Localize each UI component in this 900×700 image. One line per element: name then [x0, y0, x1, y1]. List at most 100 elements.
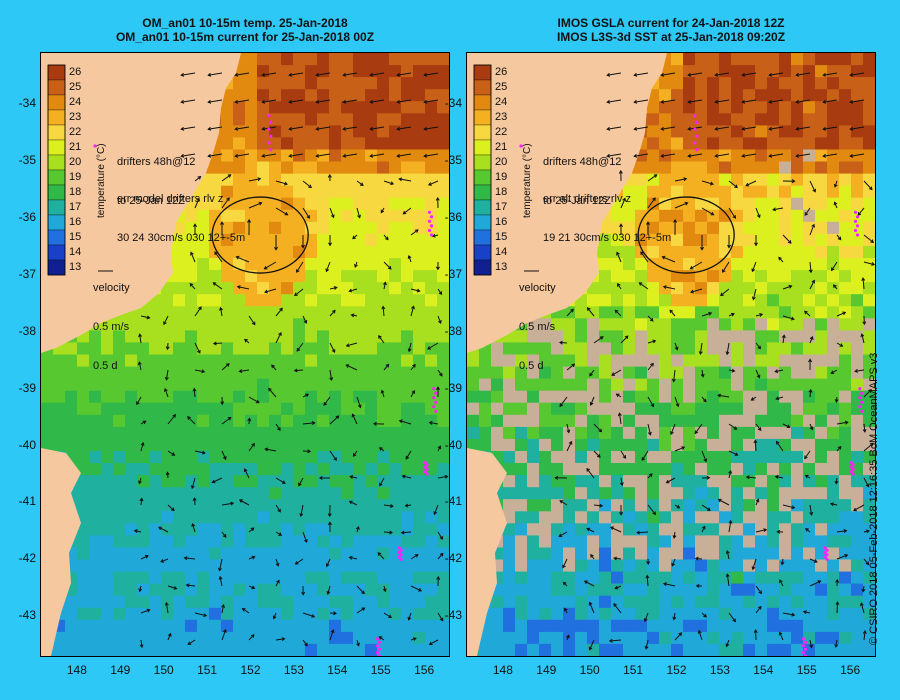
current-arrow	[329, 415, 340, 425]
colorbar-swatch	[47, 139, 66, 156]
current-arrow	[402, 475, 412, 479]
right-y-tick: -41	[444, 494, 462, 509]
drifter-point	[803, 647, 807, 651]
drifter-point	[693, 141, 697, 145]
current-arrow	[208, 72, 223, 76]
drifter-point	[823, 550, 827, 555]
current-arrow	[769, 72, 784, 76]
current-arrow	[302, 639, 308, 646]
current-arrow	[862, 278, 865, 290]
current-arrow	[208, 153, 223, 157]
colorbar-tick: 16	[69, 216, 82, 228]
current-arrow	[302, 612, 315, 618]
current-arrow	[167, 342, 169, 350]
current-arrow	[377, 552, 385, 560]
current-arrow	[850, 153, 865, 157]
colorbar-swatch	[47, 154, 66, 171]
current-arrow	[289, 72, 304, 76]
colorbar-swatch	[473, 139, 492, 156]
current-arrow	[752, 288, 757, 300]
colorbar-swatch	[47, 109, 66, 126]
current-arrow	[587, 307, 595, 317]
current-arrow	[674, 446, 685, 452]
current-arrow	[219, 558, 223, 571]
drifter-point	[853, 210, 858, 214]
current-arrow	[349, 500, 358, 506]
current-arrow	[356, 607, 365, 614]
current-arrow	[181, 126, 196, 130]
current-arrow	[316, 72, 331, 76]
current-arrow	[383, 364, 389, 371]
drifter-point	[267, 114, 271, 118]
current-arrow	[701, 504, 711, 511]
current-arrow	[289, 153, 304, 157]
current-arrow	[275, 180, 288, 185]
current-arrow	[755, 313, 763, 317]
right-err-line1: err alt drifters rlv z	[543, 193, 632, 205]
current-arrow	[275, 423, 281, 431]
current-arrow	[349, 288, 358, 292]
current-arrow	[275, 332, 282, 344]
current-arrow	[221, 174, 231, 182]
drifter-point	[853, 228, 858, 233]
current-arrow	[823, 99, 838, 103]
colorbar-swatch	[47, 244, 66, 261]
colorbar-swatch	[473, 109, 492, 126]
current-arrow	[275, 638, 285, 641]
current-arrow	[853, 504, 865, 511]
current-arrow	[863, 443, 874, 452]
current-arrow	[755, 585, 762, 594]
current-arrow	[194, 342, 201, 354]
current-arrow	[329, 450, 337, 461]
drifter-point	[429, 215, 434, 219]
current-arrow	[754, 440, 757, 452]
colorbar-swatch	[47, 184, 66, 201]
drifter-point	[823, 555, 827, 559]
current-arrow	[742, 99, 757, 103]
current-arrow	[755, 499, 759, 506]
colorbar-swatch	[473, 259, 492, 276]
drifter-point	[801, 644, 805, 648]
current-arrow	[191, 477, 196, 489]
right-y-tick: -40	[444, 437, 462, 452]
current-arrow	[782, 285, 792, 290]
current-arrow	[755, 529, 767, 533]
current-arrow	[410, 306, 415, 317]
drifter-point	[860, 409, 864, 413]
current-arrow	[670, 423, 676, 435]
colorbar-tick: 17	[69, 201, 82, 213]
current-arrow	[167, 633, 172, 641]
current-arrow	[428, 180, 439, 186]
colorbar-swatch	[473, 184, 492, 201]
current-arrow	[239, 369, 250, 372]
drifter-point	[377, 654, 381, 656]
left-drifters-label: drifters 48h@12 to 25-Jan 12Z	[117, 130, 195, 221]
current-arrow	[296, 261, 304, 273]
right-drifters-text: drifters 48h@12	[543, 156, 622, 168]
drifter-point	[269, 120, 273, 124]
drifter-legend-dot	[519, 144, 523, 148]
current-arrow	[429, 639, 439, 645]
current-arrow	[193, 388, 196, 398]
current-arrow	[208, 99, 223, 103]
current-arrow	[669, 309, 676, 317]
current-arrow	[194, 612, 207, 617]
right-velocity-time: 0.5 d	[519, 360, 544, 372]
left-x-tick: 156	[414, 663, 435, 677]
current-arrow	[619, 413, 622, 425]
current-arrow	[264, 261, 277, 270]
current-arrow	[329, 342, 336, 353]
current-arrow	[674, 396, 679, 407]
current-arrow	[769, 153, 784, 157]
current-arrow	[264, 288, 277, 293]
colorbar-tick: 24	[495, 96, 508, 108]
current-arrow	[424, 126, 439, 130]
current-arrow	[695, 558, 703, 560]
current-arrow	[647, 423, 651, 435]
current-arrow	[776, 396, 784, 400]
current-arrow	[775, 369, 784, 373]
current-arrow	[804, 207, 811, 216]
drifter-point	[429, 224, 434, 228]
current-arrow	[809, 389, 812, 398]
current-arrow	[715, 99, 730, 103]
